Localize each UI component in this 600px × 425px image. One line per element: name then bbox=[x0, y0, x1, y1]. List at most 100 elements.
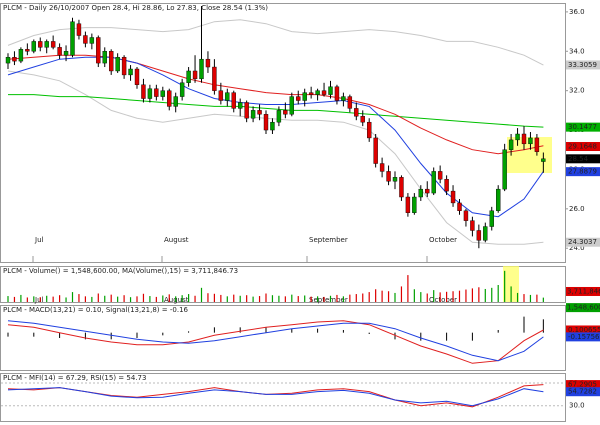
volume-bar bbox=[91, 296, 93, 302]
volume-bar bbox=[536, 294, 538, 302]
volume-bar bbox=[220, 294, 222, 302]
candle-body bbox=[83, 35, 88, 44]
month-label: Jul bbox=[34, 236, 44, 244]
value-box-label: 1,548,600 bbox=[567, 304, 600, 312]
candle-body bbox=[167, 90, 172, 107]
candle-body bbox=[25, 49, 30, 52]
volume-bar bbox=[26, 297, 28, 302]
candle-body bbox=[341, 96, 346, 101]
volume-bar bbox=[310, 296, 312, 302]
highlight-box bbox=[503, 266, 519, 302]
price-panel bbox=[0, 3, 566, 263]
volume-bar bbox=[433, 290, 435, 302]
line-series bbox=[7, 19, 544, 66]
candle-body bbox=[89, 37, 95, 44]
candle-body bbox=[367, 121, 372, 139]
candle-body bbox=[57, 47, 62, 56]
month-label: September bbox=[309, 296, 348, 304]
volume-bar bbox=[71, 292, 74, 302]
indicator-panel bbox=[0, 373, 566, 422]
candle-body bbox=[160, 90, 166, 97]
candle-body bbox=[225, 92, 230, 101]
candle-body bbox=[18, 49, 24, 62]
candle-body bbox=[347, 96, 353, 109]
volume-bar bbox=[142, 293, 145, 302]
candle-body bbox=[328, 86, 333, 95]
volume-bar bbox=[104, 295, 106, 302]
volume-bar bbox=[439, 292, 441, 302]
volume-bar bbox=[349, 294, 351, 302]
candle-body bbox=[508, 139, 514, 150]
y-tick-label: 36.0 bbox=[569, 8, 585, 16]
candle-body bbox=[386, 171, 391, 182]
value-box bbox=[566, 60, 600, 70]
candle-body bbox=[399, 177, 404, 198]
month-label: August bbox=[164, 236, 189, 244]
candle-body bbox=[147, 88, 153, 99]
volume-bar bbox=[117, 296, 119, 302]
candle-body bbox=[192, 70, 198, 80]
volume-bar bbox=[252, 296, 254, 302]
volume-bar bbox=[471, 288, 473, 302]
volume-bar bbox=[59, 295, 61, 302]
volume-bar bbox=[336, 294, 338, 302]
volume-bar bbox=[123, 295, 125, 302]
volume-bar bbox=[207, 293, 209, 302]
volume-bar bbox=[368, 292, 370, 302]
volume-bar bbox=[149, 296, 151, 302]
volume-bar bbox=[465, 289, 467, 302]
volume-bar bbox=[458, 290, 461, 302]
value-box-label: 0.100655 bbox=[568, 326, 600, 334]
panel-title: PLCM - MACD(13,21) = 0.10, Signal(13,21,… bbox=[3, 306, 189, 314]
value-box bbox=[566, 380, 600, 390]
volume-bar bbox=[413, 289, 415, 302]
volume-bar bbox=[342, 296, 344, 302]
month-label: August bbox=[164, 296, 189, 304]
volume-bar bbox=[65, 297, 67, 302]
volume-bar bbox=[194, 295, 196, 302]
value-box bbox=[566, 122, 600, 132]
value-box bbox=[566, 167, 600, 177]
month-label: October bbox=[429, 296, 457, 304]
candle-body bbox=[186, 70, 191, 83]
volume-bar bbox=[46, 295, 48, 302]
candle-body bbox=[108, 51, 114, 72]
candle-body bbox=[412, 196, 417, 213]
value-box-label: -0.157565 bbox=[568, 333, 600, 341]
volume-bar bbox=[33, 296, 35, 302]
volume-bar bbox=[516, 292, 519, 302]
candle-body bbox=[270, 121, 275, 131]
candle-body bbox=[70, 21, 75, 56]
chart-title: PLCM - Daily 26/10/2007 Open 28.4, Hi 28… bbox=[3, 4, 268, 12]
volume-bar bbox=[181, 295, 183, 302]
line-series bbox=[7, 384, 544, 408]
volume-bar bbox=[278, 295, 280, 302]
volume-bar bbox=[162, 295, 164, 302]
candle-body bbox=[373, 137, 378, 164]
candle-body bbox=[212, 66, 217, 91]
panel-title: PLCM - Volume() = 1,548,600.00, MA(Volum… bbox=[3, 267, 238, 275]
volume-bar bbox=[484, 288, 486, 302]
candle-body bbox=[63, 51, 69, 56]
candle-body bbox=[431, 171, 436, 194]
candle-body bbox=[173, 96, 178, 107]
candle-body bbox=[463, 210, 469, 221]
line-series bbox=[7, 320, 544, 364]
volume-bar bbox=[13, 296, 16, 302]
volume-bar bbox=[52, 296, 54, 302]
volume-bar bbox=[136, 296, 138, 302]
volume-bar bbox=[426, 293, 428, 302]
volume-bar bbox=[188, 294, 190, 302]
value-box-label: 28.54 bbox=[568, 155, 589, 163]
volume-bar bbox=[478, 287, 480, 302]
volume-bar bbox=[329, 295, 332, 302]
candle-body bbox=[257, 110, 262, 115]
candle-body bbox=[231, 92, 236, 109]
volume-bar bbox=[297, 296, 299, 302]
value-box-label: 33.3059 bbox=[568, 61, 597, 69]
candle-body bbox=[392, 177, 398, 182]
volume-bar bbox=[400, 286, 403, 302]
volume-bar bbox=[510, 286, 512, 302]
volume-bar bbox=[355, 294, 357, 302]
value-box bbox=[566, 325, 600, 335]
